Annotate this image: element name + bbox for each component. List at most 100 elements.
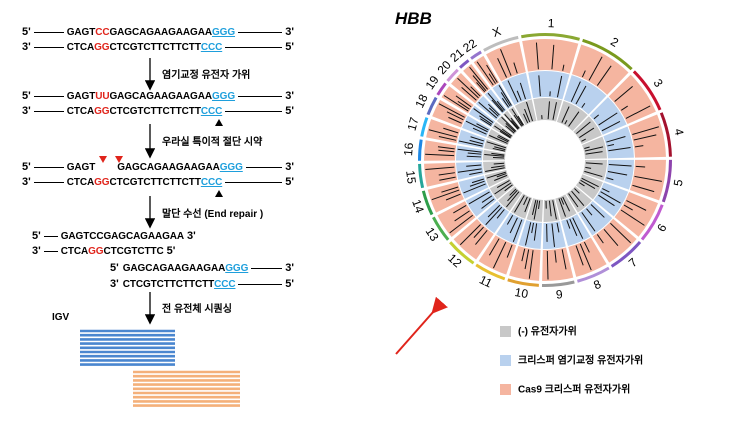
base-run: GAGCAGAAGAAGAA	[109, 90, 212, 102]
signal-spike	[481, 195, 493, 203]
signal-spike	[506, 244, 513, 258]
signal-spike	[533, 223, 538, 241]
signal-spike	[492, 147, 506, 152]
signal-spike	[494, 146, 506, 151]
legend-swatch	[500, 326, 511, 337]
strand: 3' CTCAGGCTCGTCTTCTTCTTCCC 5'	[22, 104, 294, 118]
signal-spike	[561, 249, 567, 270]
signal-spike	[585, 166, 592, 169]
signal-spike	[425, 153, 455, 157]
base-run: CCC	[214, 278, 236, 290]
signal-spike	[504, 184, 513, 192]
signal-spike	[632, 184, 655, 193]
signal-spike	[547, 101, 550, 120]
signal-spike	[441, 186, 459, 193]
base-run: CCC	[200, 105, 223, 117]
base-run: GGG	[211, 90, 236, 102]
signal-spike	[494, 182, 512, 195]
strand-line	[43, 250, 58, 252]
signal-spike	[608, 163, 632, 167]
signal-spike	[602, 188, 610, 193]
signal-spike	[457, 168, 482, 173]
signal-spike	[524, 108, 531, 123]
signal-spike	[524, 198, 531, 213]
signal-spike	[523, 113, 529, 124]
base-run: GGG	[211, 26, 236, 38]
signal-spike	[476, 82, 486, 93]
track-sector	[457, 129, 486, 149]
chromosome-band	[418, 163, 425, 189]
signal-spike	[438, 149, 455, 153]
base-run: GG	[88, 245, 104, 257]
signal-spike	[425, 166, 455, 170]
signal-spike	[576, 121, 591, 135]
sequence: GAGTCCGAGCAGAAGAA	[61, 231, 184, 242]
signal-spike	[610, 222, 632, 244]
signal-spike	[492, 241, 507, 269]
signal-spike	[509, 188, 517, 196]
base-run: CC	[95, 26, 110, 38]
strand-line	[33, 31, 64, 33]
signal-spike	[498, 134, 510, 142]
chromosome-label: 22	[460, 36, 479, 55]
signal-spike	[455, 95, 472, 108]
signal-spike	[438, 103, 465, 118]
cut-marker	[215, 119, 223, 126]
signal-spike	[601, 121, 621, 132]
end-label: 5'	[166, 245, 176, 257]
signal-spike	[575, 85, 587, 105]
chromosome-band	[507, 278, 539, 287]
signal-spike	[598, 112, 618, 126]
track-sector	[542, 221, 566, 250]
signal-spike	[486, 141, 507, 149]
signal-spike	[488, 103, 500, 116]
chromosome-label: 20	[434, 58, 454, 78]
end-label: 5'	[110, 262, 119, 274]
strand-line	[33, 46, 64, 48]
base-run: CCC	[200, 176, 223, 188]
chromosome-label: 9	[555, 287, 563, 302]
signal-spike	[507, 189, 518, 202]
signal-spike	[492, 157, 505, 159]
base-run: CTCA	[66, 176, 95, 188]
chromosome-band	[470, 50, 482, 60]
signal-spike	[614, 85, 633, 102]
signal-spike	[581, 138, 586, 142]
chromosome-band	[577, 266, 610, 283]
track-sector	[501, 73, 532, 105]
signal-spike	[572, 217, 584, 239]
signal-spike	[498, 84, 512, 106]
strand-line	[33, 110, 64, 112]
end-label: 5'	[22, 161, 31, 173]
end-label: 5'	[285, 176, 294, 188]
signal-spike	[457, 77, 479, 99]
chromosome-band	[483, 35, 519, 52]
signal-spike	[467, 152, 482, 155]
signal-spike	[478, 101, 498, 119]
signal-spike	[575, 245, 584, 266]
signal-spike	[552, 102, 557, 120]
strand: 3' CTCAGGCTCGTCTTCTTCTTCCC 5'	[22, 40, 294, 54]
signal-spike	[525, 101, 533, 122]
strand-line	[33, 95, 64, 97]
chromosome-band	[640, 204, 664, 241]
track-sector	[463, 64, 491, 94]
signal-spike	[516, 90, 522, 101]
track-sector	[437, 201, 476, 237]
cut-marker	[215, 190, 223, 197]
strand-line	[225, 110, 283, 112]
signal-spike	[566, 219, 571, 229]
track-sector	[608, 74, 656, 125]
end-label: 5'	[285, 105, 294, 117]
signal-spike	[471, 178, 485, 184]
signal-spike	[511, 108, 524, 126]
signal-spike	[606, 177, 614, 181]
signal-spike	[497, 58, 508, 78]
track-sector	[475, 96, 502, 121]
chromosome-label: X	[490, 24, 502, 40]
signal-spike	[510, 117, 520, 129]
chromosome-label: 15	[403, 170, 419, 185]
track-sector	[593, 182, 629, 217]
signal-spike	[468, 191, 490, 205]
signal-spike	[578, 182, 585, 187]
